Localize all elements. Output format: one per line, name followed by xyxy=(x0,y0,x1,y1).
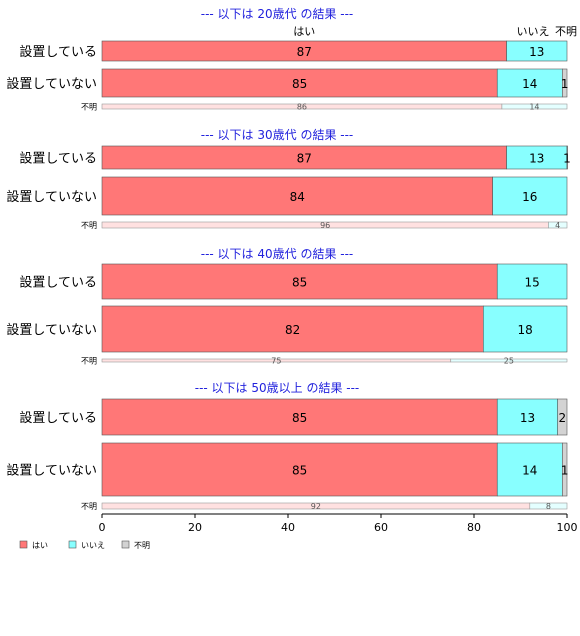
row-label: 不明 xyxy=(81,221,97,230)
bar-segment xyxy=(101,68,498,98)
data-label: 86 xyxy=(297,103,307,112)
data-label: 82 xyxy=(285,323,300,337)
row-label: 設置している xyxy=(19,410,97,426)
panel-title: --- 以下は 30歳代 の結果 --- xyxy=(201,128,354,142)
bar-segment xyxy=(501,103,568,110)
data-label: 1 xyxy=(561,464,569,478)
x-tick-label: 0 xyxy=(99,521,106,534)
data-label: 1 xyxy=(561,77,569,91)
legend-label: いいえ xyxy=(81,541,105,550)
segment-header-label: 不明 xyxy=(555,25,577,38)
x-tick-label: 80 xyxy=(467,521,481,534)
legend-swatch xyxy=(68,540,77,549)
panel-title: --- 以下は 50歳以上 の結果 --- xyxy=(195,381,360,395)
bar-segment xyxy=(496,442,563,497)
data-label: 87 xyxy=(297,152,312,166)
legend-swatch xyxy=(19,540,28,549)
row-label: 設置していない xyxy=(6,76,97,92)
data-label: 85 xyxy=(292,411,307,425)
bar-segment xyxy=(101,305,484,353)
row-label: 不明 xyxy=(81,502,97,511)
bar-segment xyxy=(101,442,498,497)
bar-segment xyxy=(566,145,568,170)
bar-segment xyxy=(557,398,568,436)
data-label: 13 xyxy=(529,45,544,59)
x-tick-label: 40 xyxy=(281,521,295,534)
legend-swatch xyxy=(121,540,130,549)
data-label: 14 xyxy=(522,77,537,91)
x-tick-label: 20 xyxy=(188,521,202,534)
row-label: 設置している xyxy=(19,44,97,60)
data-label: 2 xyxy=(559,411,567,425)
bar-segment xyxy=(562,442,568,497)
row-label: 不明 xyxy=(81,357,97,366)
bar-segment xyxy=(492,176,568,216)
data-label: 18 xyxy=(518,323,533,337)
data-label: 84 xyxy=(290,190,305,204)
segment-header-label: はい xyxy=(293,25,315,38)
bar-segment xyxy=(482,305,568,353)
bar-segment xyxy=(450,358,568,363)
data-label: 4 xyxy=(555,221,560,230)
data-label: 13 xyxy=(520,411,535,425)
bar-segment xyxy=(548,221,568,229)
data-label: 92 xyxy=(311,502,321,511)
bar-segment xyxy=(101,263,498,300)
data-label: 13 xyxy=(529,152,544,166)
bar-segment xyxy=(496,263,568,300)
bar-segment xyxy=(101,398,498,436)
data-label: 1 xyxy=(563,152,571,166)
row-label: 設置していない xyxy=(6,189,97,205)
panel-title: --- 以下は 40歳代 の結果 --- xyxy=(201,247,354,261)
data-label: 85 xyxy=(292,464,307,478)
legend-label: 不明 xyxy=(134,541,150,550)
data-label: 14 xyxy=(529,103,539,112)
bar-segment xyxy=(506,40,568,62)
data-label: 96 xyxy=(320,221,330,230)
row-label: 不明 xyxy=(81,103,97,112)
data-label: 8 xyxy=(546,502,551,511)
data-label: 85 xyxy=(292,77,307,91)
x-tick-label: 60 xyxy=(374,521,388,534)
data-label: 14 xyxy=(522,464,537,478)
segment-header-label: いいえ xyxy=(517,25,550,38)
data-label: 16 xyxy=(522,190,537,204)
x-tick-label: 100 xyxy=(557,521,578,534)
bar-segment xyxy=(496,398,559,436)
data-label: 85 xyxy=(292,276,307,290)
data-label: 25 xyxy=(504,357,514,366)
data-label: 15 xyxy=(524,276,539,290)
row-label: 設置している xyxy=(19,151,97,167)
row-label: 設置していない xyxy=(6,322,97,338)
legend-label: はい xyxy=(32,541,48,550)
panel-title: --- 以下は 20歳代 の結果 --- xyxy=(201,7,354,21)
row-label: 設置している xyxy=(19,275,97,291)
row-label: 設置していない xyxy=(6,463,97,479)
bar-segment xyxy=(529,502,568,510)
bar-segment xyxy=(562,68,568,98)
bar-segment xyxy=(101,176,493,216)
data-label: 87 xyxy=(297,45,312,59)
data-label: 75 xyxy=(271,357,281,366)
